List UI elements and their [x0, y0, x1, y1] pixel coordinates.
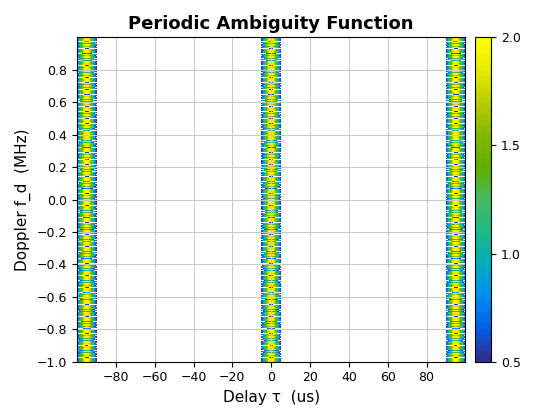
Y-axis label: Doppler f_d  (MHz): Doppler f_d (MHz): [15, 128, 31, 271]
Title: Periodic Ambiguity Function: Periodic Ambiguity Function: [128, 15, 414, 33]
X-axis label: Delay τ  (us): Delay τ (us): [223, 390, 320, 405]
